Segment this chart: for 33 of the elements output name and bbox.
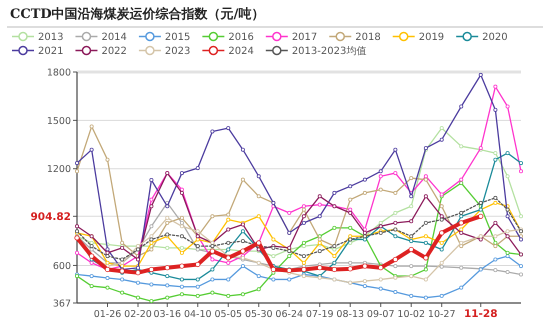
legend-label: 2014 (101, 32, 127, 43)
x-tick-label: 10-02 (397, 309, 426, 320)
legend-label: 2013 (38, 32, 64, 43)
y-tick-label: 1500 (46, 116, 71, 127)
legend-label: 2024 (228, 46, 254, 57)
x-tick-label: 03-16 (153, 309, 182, 320)
x-tick-label: 05-05 (214, 309, 242, 320)
x-tick-label: 01-26 (94, 309, 122, 320)
y-tick-label: 1800 (46, 68, 71, 78)
y-tick-label: 600 (52, 260, 71, 272)
legend-label: 2022 (101, 46, 127, 57)
legend-label: 2017 (292, 32, 318, 43)
x-tick-label: 07-19 (306, 309, 334, 320)
x-tick-label: 02-20 (124, 309, 152, 320)
chart-title: CCTD中国沿海煤炭运价综合指数（元/吨） (10, 6, 264, 22)
x-tick-label: 08-13 (336, 309, 364, 320)
legend-label: 2019 (418, 32, 444, 43)
x-tick-label: 09-07 (366, 309, 395, 320)
x-tick-label: 04-10 (184, 309, 212, 320)
x-tick-label: 11-28 (464, 308, 498, 320)
y-tick-label: 367 (52, 298, 71, 310)
legend-label: 2013-2023均值 (292, 45, 366, 57)
x-tick-label: 06-24 (275, 309, 304, 320)
legend-label: 2016 (228, 32, 254, 43)
y-tick-label: 1200 (46, 164, 71, 176)
legend-label: 2018 (355, 32, 381, 43)
legend-label: 2021 (38, 46, 64, 57)
legend-label: 2015 (164, 32, 190, 43)
y-tick-label: 904.82 (30, 210, 71, 223)
x-tick-label: 10-27 (428, 309, 456, 320)
legend-label: 2020 (482, 32, 508, 43)
x-tick-label: 05-30 (244, 309, 273, 320)
legend-label: 2023 (164, 46, 190, 57)
